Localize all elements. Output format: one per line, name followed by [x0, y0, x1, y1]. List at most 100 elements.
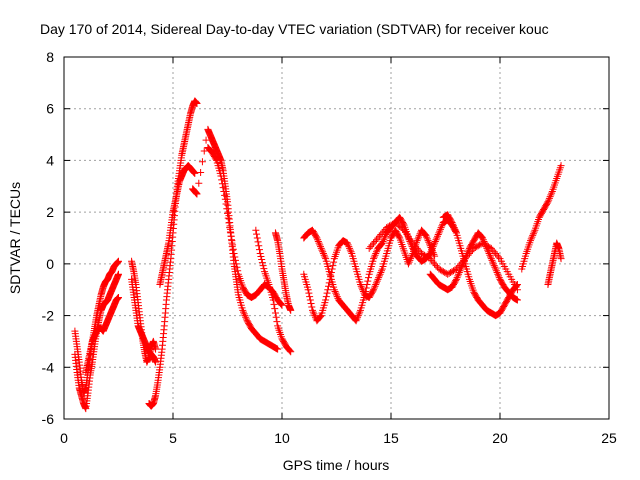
data-point [487, 255, 495, 263]
data-point [378, 239, 386, 247]
data-point [253, 230, 261, 238]
data-point [479, 234, 487, 242]
data-point [415, 231, 423, 239]
data-point [271, 309, 279, 317]
data-point [374, 275, 382, 283]
data-point [318, 246, 326, 254]
data-point [464, 248, 472, 256]
data-point [435, 229, 443, 237]
series-arc [252, 226, 295, 356]
data-point [410, 241, 418, 249]
data-point [361, 291, 369, 299]
series-arc [518, 162, 565, 273]
data-point [486, 251, 494, 259]
data-point [436, 266, 444, 274]
plot-frame [63, 56, 610, 420]
data-point [255, 246, 263, 254]
data-point [386, 222, 394, 230]
series-arc [156, 162, 199, 289]
data-point [229, 241, 237, 249]
data-point [218, 180, 226, 188]
data-point [197, 168, 205, 176]
series-arc [271, 229, 295, 314]
data-point [231, 256, 239, 264]
data-point [557, 162, 565, 170]
data-point [484, 248, 492, 256]
y-tick-label: -2 [42, 308, 55, 324]
data-point [312, 233, 320, 241]
data-point [419, 250, 427, 258]
data-point [375, 274, 383, 282]
data-point [191, 169, 199, 177]
data-point [428, 246, 436, 254]
data-point [277, 300, 285, 308]
data-point [287, 348, 295, 356]
data-point [473, 243, 481, 251]
data-point [412, 243, 420, 251]
data-point [200, 147, 208, 155]
data-point [362, 287, 370, 295]
data-point [444, 270, 452, 278]
data-point [455, 270, 463, 278]
data-point [329, 262, 337, 270]
data-point [495, 272, 503, 280]
data-point [198, 158, 206, 166]
data-point [202, 136, 210, 144]
data-point [454, 272, 462, 280]
data-point [404, 260, 412, 268]
data-point [270, 300, 278, 308]
data-point [258, 259, 266, 267]
data-point [306, 296, 314, 304]
data-point [513, 281, 521, 289]
data-point [242, 313, 250, 321]
data-point [319, 248, 327, 256]
data-point [152, 345, 160, 353]
data-point [462, 253, 470, 261]
data-point [527, 237, 535, 245]
data-point [285, 346, 293, 354]
data-point [488, 256, 496, 264]
grid [64, 57, 609, 419]
data-point [489, 260, 497, 268]
data-point [413, 244, 421, 252]
data-point [415, 246, 423, 254]
data-point [422, 231, 430, 239]
data-point [319, 250, 327, 258]
data-point [372, 250, 380, 258]
data-point [353, 315, 361, 323]
data-point [439, 268, 447, 276]
data-point [474, 242, 482, 250]
data-point [543, 199, 551, 207]
data-point [431, 260, 439, 268]
data-point [447, 217, 455, 225]
data-point [513, 296, 521, 304]
series-arc [204, 144, 286, 309]
data-point [431, 237, 439, 245]
data-point [271, 305, 279, 313]
y-tick-label: -6 [42, 411, 55, 427]
data-point [374, 234, 382, 242]
data-point [239, 306, 247, 314]
data-point [480, 237, 488, 245]
data-point [449, 220, 457, 228]
data-point [479, 236, 487, 244]
data-point [259, 262, 267, 270]
data-point [383, 224, 391, 232]
data-point [395, 233, 403, 241]
data-point [449, 267, 457, 275]
data-point [364, 277, 372, 285]
data-point [489, 258, 497, 266]
data-point [370, 286, 378, 294]
data-point [455, 268, 463, 276]
data-point [482, 243, 490, 251]
data-point [317, 244, 325, 252]
data-point [380, 236, 388, 244]
data-point [529, 231, 537, 239]
data-point [195, 179, 203, 187]
data-point [354, 312, 362, 320]
data-point [544, 198, 552, 206]
data-point [375, 232, 383, 240]
data-point [438, 267, 446, 275]
data-point [407, 255, 415, 263]
x-axis-label: GPS time / hours [283, 457, 390, 473]
